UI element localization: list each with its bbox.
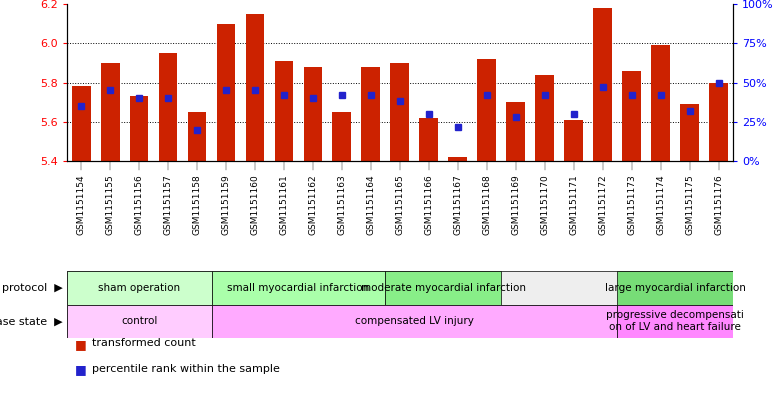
Bar — [419, 118, 438, 161]
Bar — [158, 53, 177, 161]
Text: GSM1151154: GSM1151154 — [77, 174, 85, 235]
Bar — [622, 71, 641, 161]
Bar — [332, 112, 351, 161]
Text: GSM1151167: GSM1151167 — [453, 174, 463, 235]
Text: GSM1151155: GSM1151155 — [106, 174, 114, 235]
Bar — [361, 67, 380, 161]
Text: GSM1151174: GSM1151174 — [656, 174, 665, 235]
Text: ■: ■ — [74, 364, 86, 376]
Text: GSM1151166: GSM1151166 — [424, 174, 434, 235]
Text: GSM1151170: GSM1151170 — [540, 174, 550, 235]
Text: GSM1151163: GSM1151163 — [337, 174, 347, 235]
Text: GSM1151162: GSM1151162 — [308, 174, 318, 235]
Bar — [477, 59, 496, 161]
Text: sham operation: sham operation — [98, 283, 180, 293]
Bar — [129, 96, 148, 161]
Bar — [710, 83, 728, 161]
Bar — [681, 104, 699, 161]
Bar — [652, 45, 670, 161]
Bar — [617, 271, 733, 305]
Bar — [274, 61, 293, 161]
Text: GSM1151160: GSM1151160 — [250, 174, 260, 235]
Bar — [212, 305, 617, 338]
Text: GSM1151175: GSM1151175 — [685, 174, 694, 235]
Bar — [100, 63, 119, 161]
Text: GSM1151156: GSM1151156 — [135, 174, 143, 235]
Bar — [245, 14, 264, 161]
Bar — [564, 120, 583, 161]
Text: GSM1151164: GSM1151164 — [366, 174, 376, 235]
Bar — [535, 75, 554, 161]
Text: transformed count: transformed count — [92, 338, 195, 348]
Text: GSM1151172: GSM1151172 — [598, 174, 607, 235]
Text: percentile rank within the sample: percentile rank within the sample — [92, 364, 280, 373]
Text: GSM1151157: GSM1151157 — [164, 174, 172, 235]
Text: GSM1151171: GSM1151171 — [569, 174, 578, 235]
Text: GSM1151168: GSM1151168 — [482, 174, 492, 235]
Text: compensated LV injury: compensated LV injury — [355, 316, 474, 326]
Bar — [303, 67, 322, 161]
Text: GSM1151159: GSM1151159 — [222, 174, 230, 235]
Bar — [212, 271, 386, 305]
Text: large myocardial infarction: large myocardial infarction — [604, 283, 746, 293]
Text: protocol  ▶: protocol ▶ — [2, 283, 63, 293]
Text: GSM1151173: GSM1151173 — [627, 174, 636, 235]
Bar — [506, 102, 525, 161]
Bar — [617, 305, 733, 338]
Bar — [593, 8, 612, 161]
Bar — [390, 63, 409, 161]
Bar — [187, 112, 206, 161]
Text: ■: ■ — [74, 338, 86, 351]
Text: moderate myocardial infarction: moderate myocardial infarction — [361, 283, 526, 293]
Text: disease state  ▶: disease state ▶ — [0, 316, 63, 326]
Text: GSM1151158: GSM1151158 — [193, 174, 201, 235]
Bar — [448, 157, 467, 161]
Text: GSM1151165: GSM1151165 — [395, 174, 405, 235]
Text: GSM1151169: GSM1151169 — [511, 174, 521, 235]
Text: GSM1151176: GSM1151176 — [714, 174, 723, 235]
Text: progressive decompensati
on of LV and heart failure: progressive decompensati on of LV and he… — [606, 310, 744, 332]
Bar — [216, 24, 235, 161]
Text: GSM1151161: GSM1151161 — [279, 174, 289, 235]
Text: small myocardial infarction: small myocardial infarction — [227, 283, 369, 293]
Bar — [67, 271, 212, 305]
Bar — [71, 86, 90, 161]
Bar — [67, 305, 212, 338]
Bar — [386, 271, 501, 305]
Text: control: control — [121, 316, 158, 326]
